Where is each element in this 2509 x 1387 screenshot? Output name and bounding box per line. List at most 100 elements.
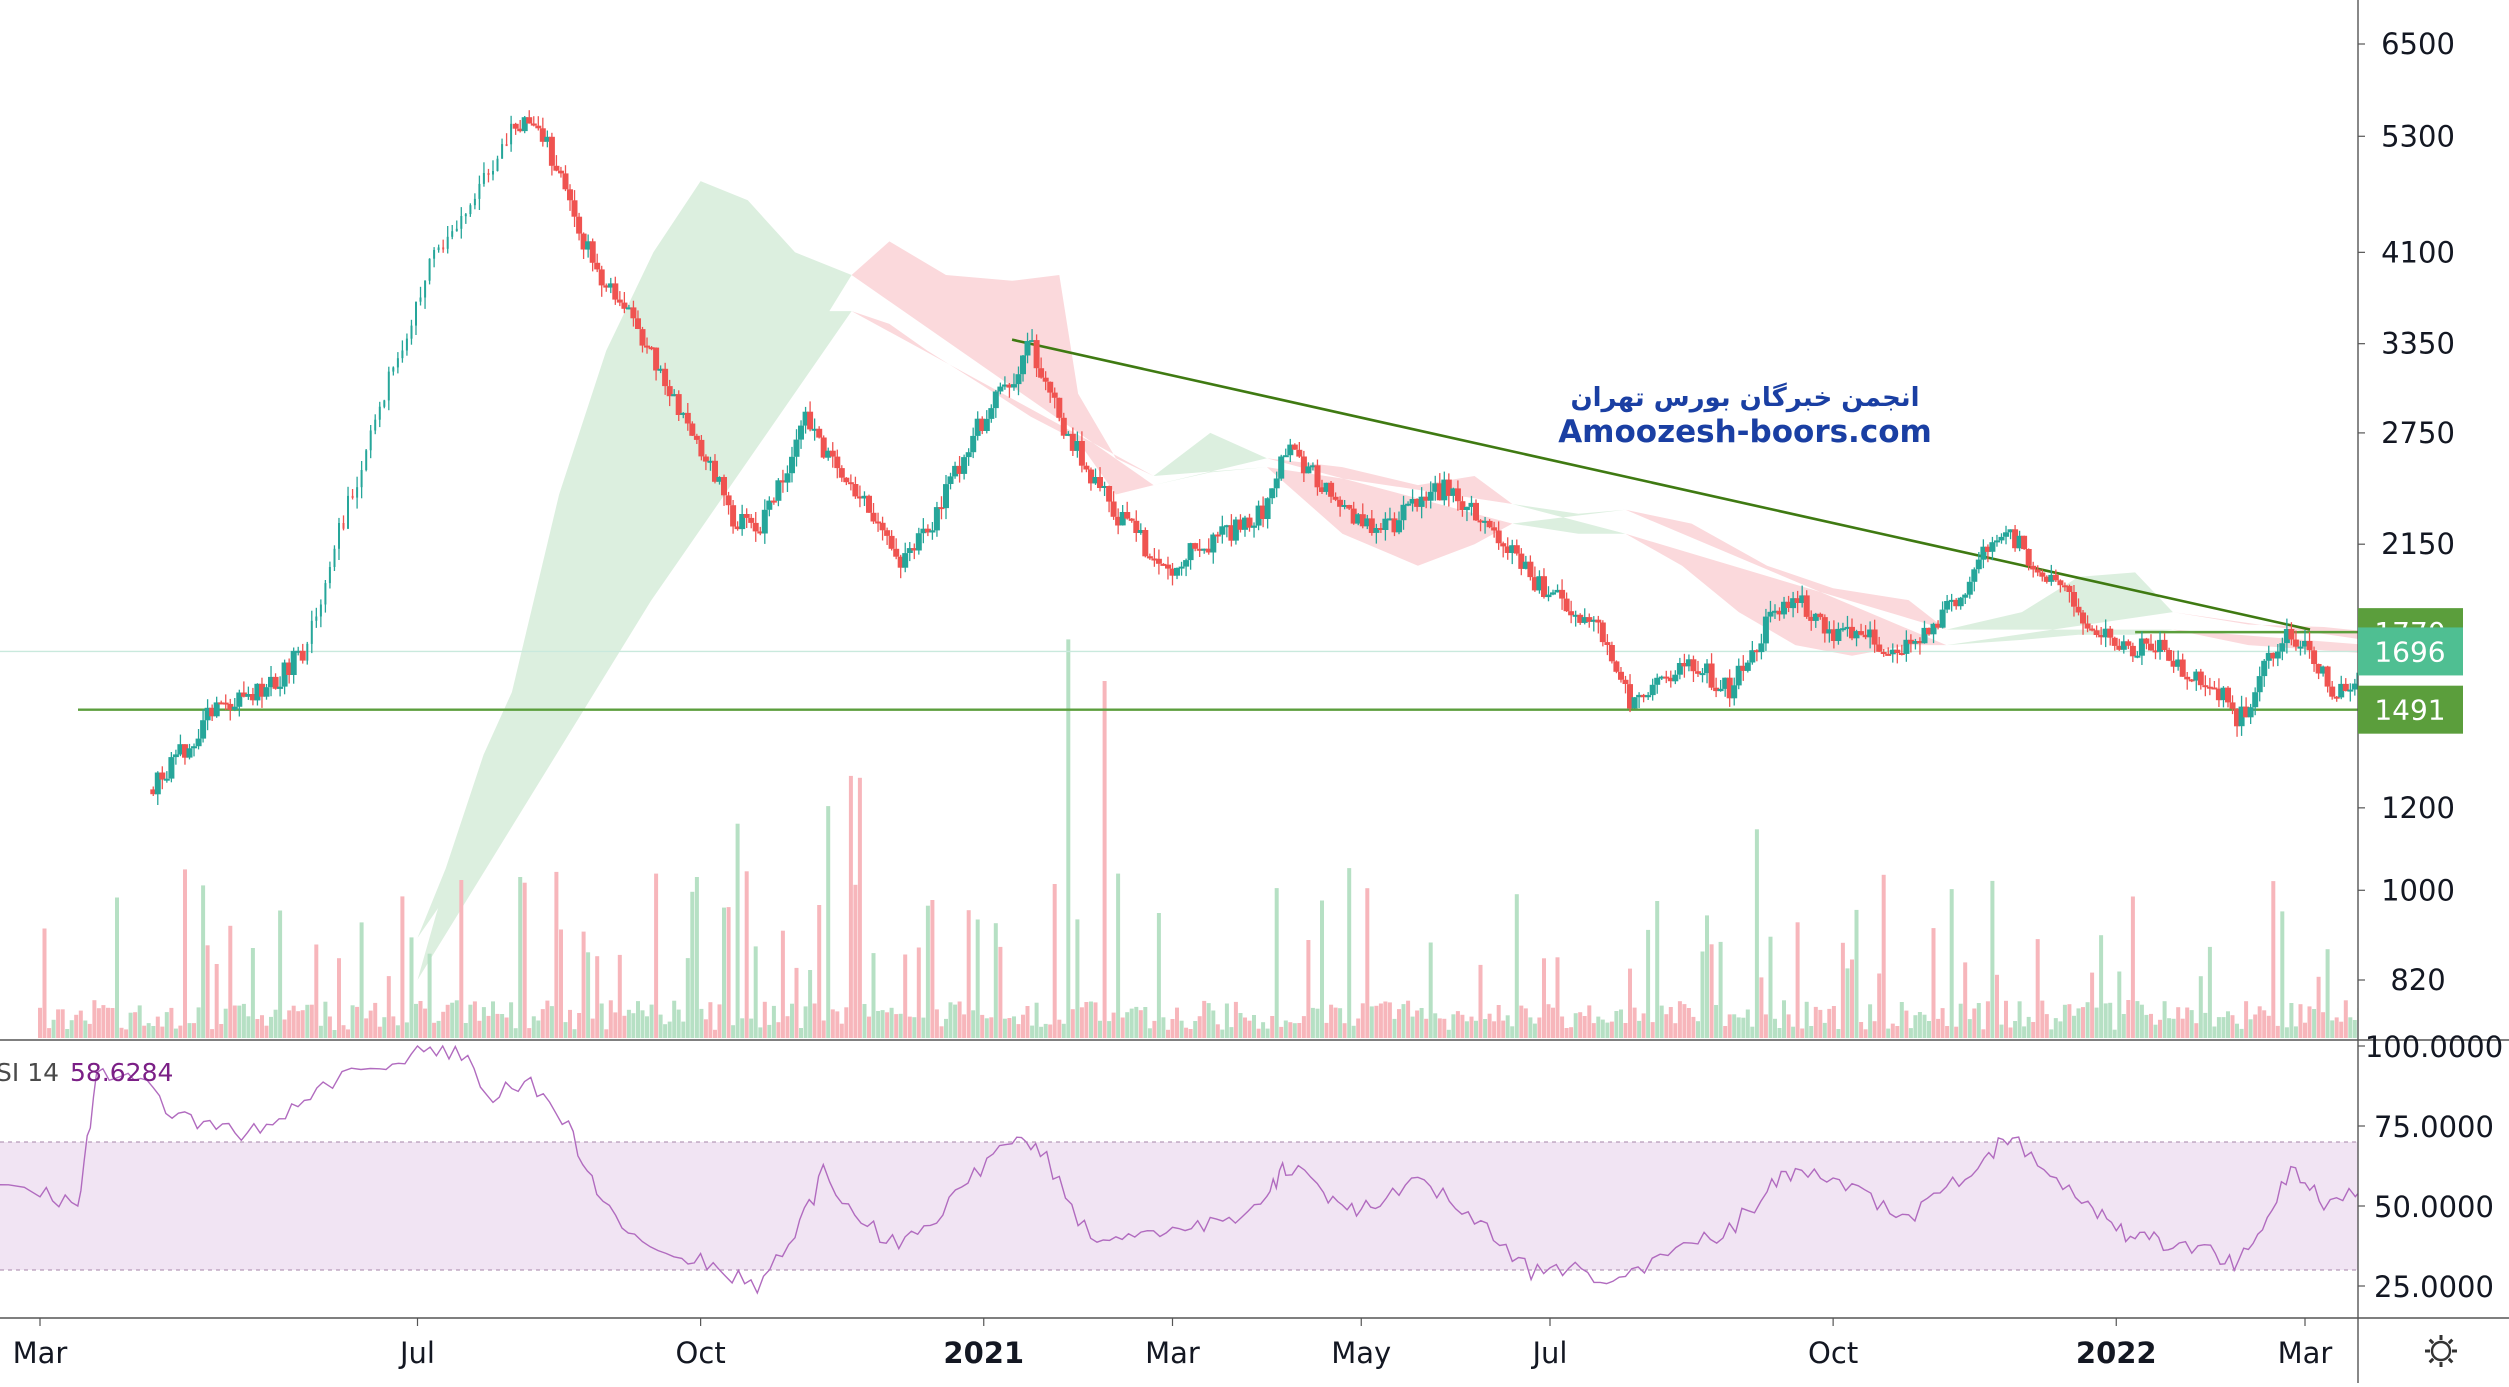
price-tick-label: 820 — [2390, 963, 2445, 997]
volume-bar — [1343, 1023, 1347, 1038]
candle-body — [2057, 580, 2063, 585]
volume-bar — [1859, 1022, 1863, 1038]
volume-bar — [1669, 1007, 1673, 1038]
time-tick-label: Jul — [1531, 1336, 1568, 1370]
volume-bar — [1805, 1002, 1809, 1038]
volume-bar — [1420, 1008, 1424, 1038]
volume-bar — [727, 907, 731, 1038]
candle-body — [1758, 643, 1764, 652]
volume-bar — [1882, 875, 1886, 1038]
candle-body — [401, 351, 403, 359]
candle-body — [1967, 582, 1973, 595]
candle-body — [2279, 643, 2285, 651]
volume-bar — [1302, 1016, 1306, 1038]
candle-body — [1817, 614, 1823, 617]
candle-body — [599, 269, 605, 285]
candle-body — [1487, 521, 1493, 527]
volume-bar — [319, 1026, 323, 1038]
candle-body — [1645, 695, 1651, 697]
volume-bar — [111, 1008, 115, 1038]
volume-bar — [926, 906, 930, 1038]
candle-body — [2325, 667, 2331, 687]
volume-bar — [953, 1005, 957, 1038]
volume-bar — [863, 1004, 867, 1038]
volume-bar — [1338, 1008, 1342, 1038]
candle-body — [277, 687, 283, 689]
volume-bar — [2095, 1008, 2099, 1038]
volume-bar — [2303, 1023, 2307, 1038]
candle-body — [794, 440, 800, 457]
rsi-legend-value: 58.6284 — [70, 1058, 173, 1087]
volume-bar — [97, 1008, 101, 1038]
volume-bar — [1660, 1006, 1664, 1038]
volume-bar — [881, 1010, 885, 1038]
candle-body — [2085, 624, 2091, 629]
volume-bar — [1895, 1026, 1899, 1038]
volume-bar — [672, 1001, 676, 1038]
volume-bar — [1963, 962, 1967, 1038]
candle-body — [993, 392, 999, 409]
candle-body — [2225, 688, 2231, 703]
time-tick-label: Jul — [398, 1336, 435, 1370]
candle-body — [478, 184, 480, 199]
candle-body — [1346, 505, 1352, 509]
volume-bar — [1465, 1021, 1469, 1038]
candle-body — [2180, 660, 2186, 677]
volume-bar — [1012, 1016, 1016, 1038]
volume-bar — [695, 877, 699, 1038]
volume-bar — [1551, 1008, 1555, 1038]
volume-bar — [654, 874, 658, 1038]
volume-bar — [1089, 1002, 1093, 1039]
volume-bar — [79, 1011, 83, 1038]
candle-body — [324, 583, 326, 604]
volume-bar — [1927, 1021, 1931, 1038]
candle-body — [343, 523, 345, 529]
volume-bar — [1796, 922, 1800, 1038]
volume-bar — [1080, 1007, 1084, 1038]
candle-body — [1700, 673, 1706, 675]
volume-bar — [106, 1008, 110, 1038]
candle-body — [1600, 623, 1606, 643]
volume-bar — [1864, 1029, 1868, 1038]
volume-bar — [595, 956, 599, 1038]
volume-bar — [1130, 1009, 1134, 1038]
time-tick-label: Mar — [1145, 1336, 1200, 1370]
volume-bar — [1755, 829, 1759, 1038]
volume-bar — [1266, 1029, 1270, 1038]
candle-body — [447, 237, 449, 249]
volume-bar — [1818, 1010, 1822, 1038]
candle-body — [315, 617, 317, 621]
volume-bar — [2226, 1011, 2230, 1038]
candle-body — [762, 510, 768, 534]
candle-body — [465, 214, 467, 216]
candle-body — [689, 424, 695, 436]
candle-body — [635, 318, 641, 329]
volume-bar — [1633, 1008, 1637, 1038]
volume-bar — [722, 908, 726, 1038]
candle-body — [488, 173, 490, 175]
candle-body — [558, 171, 564, 174]
candle-body — [1894, 650, 1900, 653]
candle-body — [347, 496, 349, 529]
volume-bar — [976, 920, 980, 1039]
volume-bar — [1741, 1018, 1745, 1038]
volume-bar — [47, 1028, 51, 1038]
volume-bar — [1605, 1023, 1609, 1038]
volume-bar — [2172, 1019, 2176, 1038]
volume-bar — [1039, 1027, 1043, 1038]
candle-body — [1709, 664, 1715, 688]
candle-body — [1020, 356, 1026, 375]
volume-bar — [342, 1025, 346, 1038]
volume-bar — [1030, 1026, 1034, 1038]
candle-body — [789, 457, 795, 473]
candle-body — [1043, 378, 1049, 382]
volume-bar — [405, 1022, 409, 1038]
candle-body — [1546, 595, 1552, 598]
volume-bar — [1705, 915, 1709, 1038]
volume-bar — [138, 1005, 142, 1038]
volume-bar — [541, 1009, 545, 1038]
volume-bar — [242, 1004, 246, 1038]
volume-bar — [2249, 1019, 2253, 1038]
candle-body — [2311, 650, 2317, 664]
price-tick-label: 5300 — [2381, 119, 2455, 153]
